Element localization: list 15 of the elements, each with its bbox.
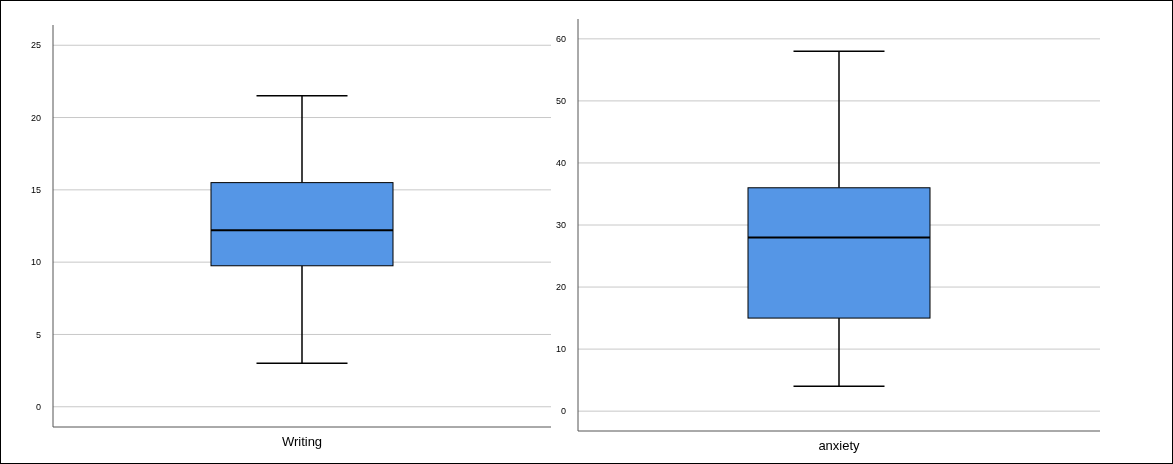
y-tick-label: 50: [555, 96, 566, 107]
y-tick-label: 30: [555, 220, 566, 231]
y-tick-label: 5: [35, 329, 41, 340]
y-tick-label: 20: [30, 112, 41, 123]
y-tick-label: 0: [35, 401, 41, 412]
y-tick-label: 25: [30, 40, 41, 51]
y-tick-label: 15: [30, 185, 41, 195]
x-tick-label: anxiety: [818, 438, 861, 453]
y-tick-label: 10: [555, 344, 566, 355]
y-tick-label: 40: [555, 158, 566, 169]
y-tick-label: 10: [30, 257, 41, 268]
y-tick-label: 20: [555, 282, 566, 293]
x-tick-label: Writing: [281, 434, 323, 449]
y-tick-label: 0: [560, 406, 566, 417]
y-tick-label: 60: [555, 34, 566, 45]
